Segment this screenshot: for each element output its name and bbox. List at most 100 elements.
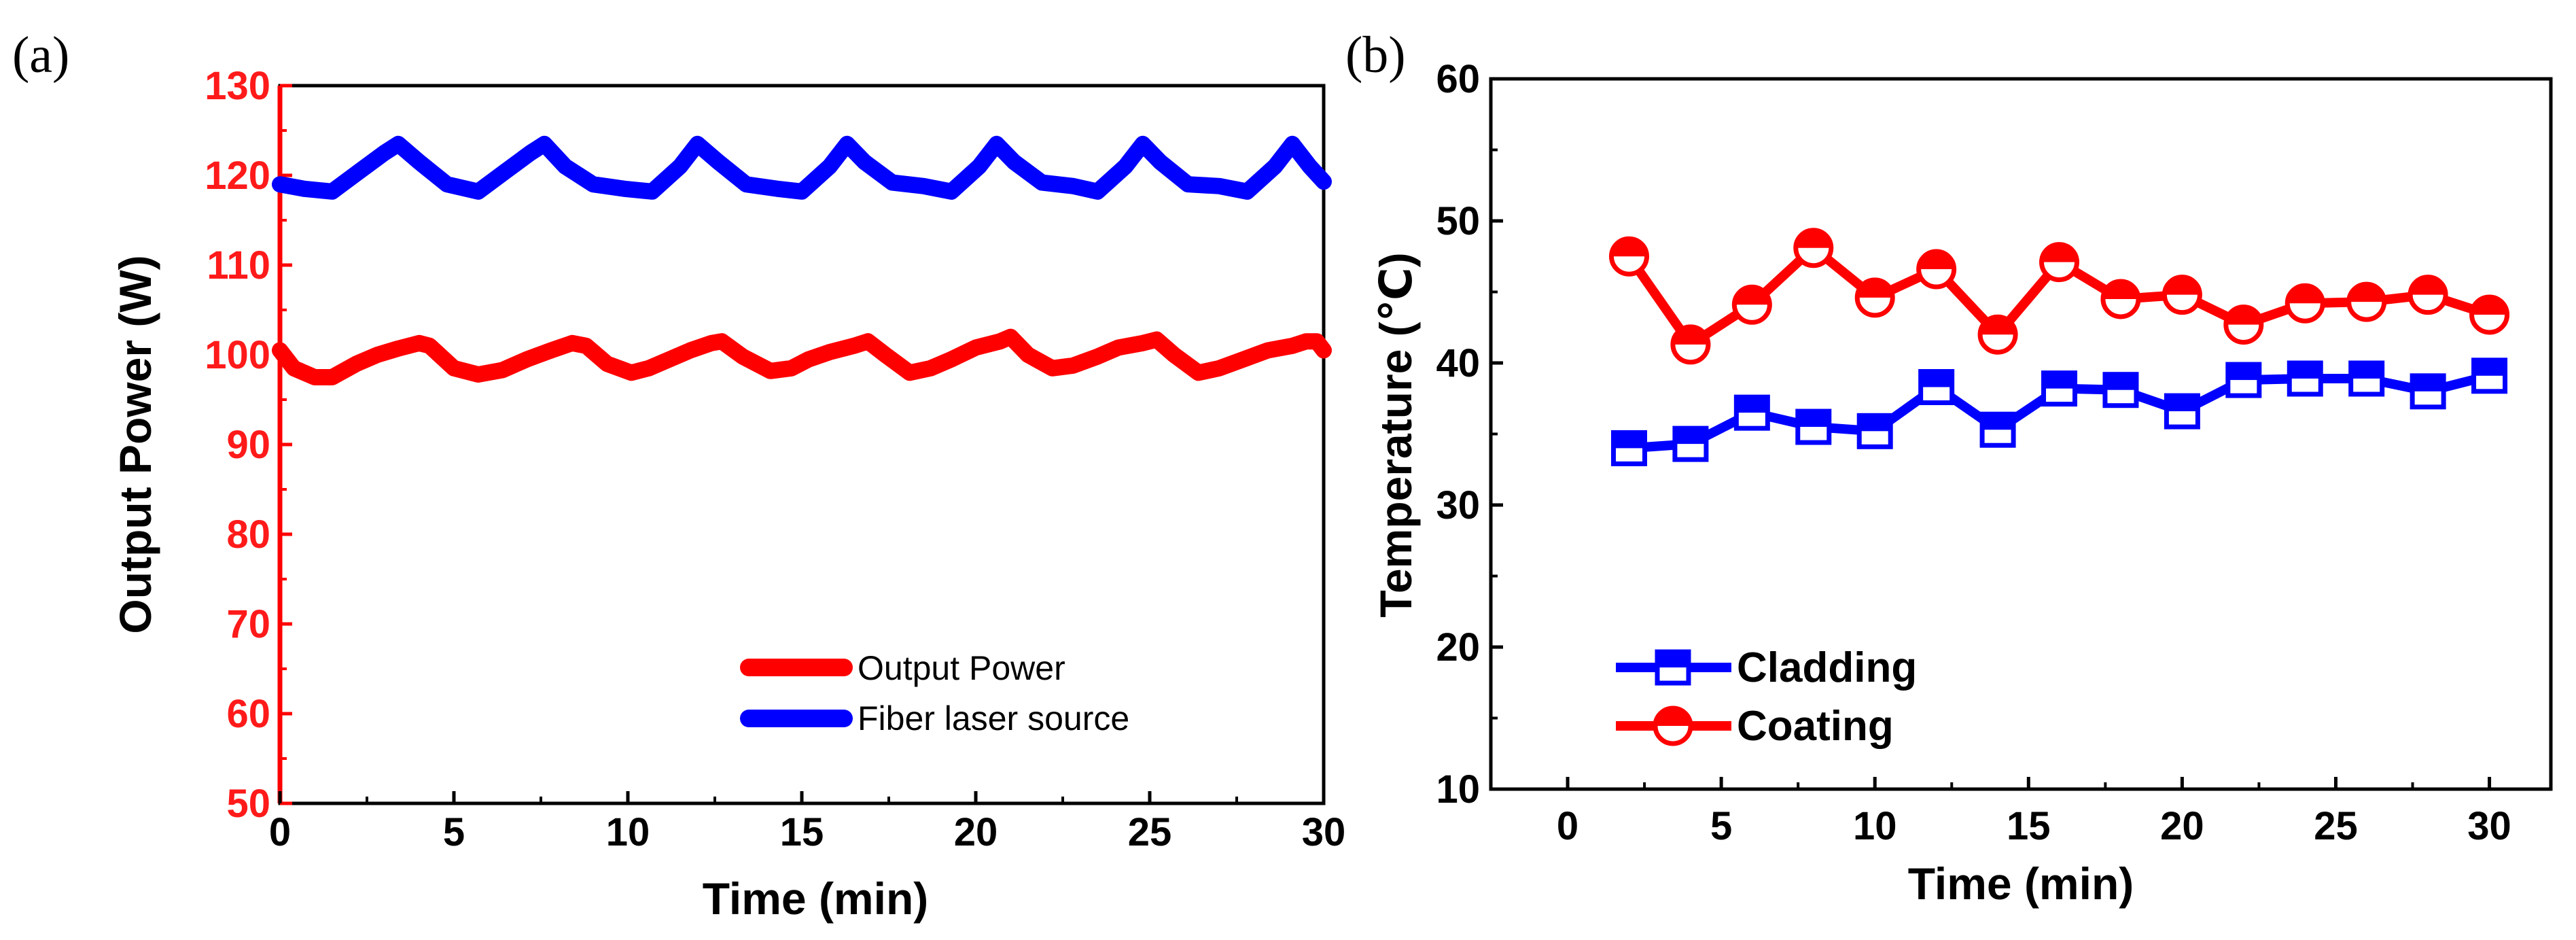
data-point-cladding bbox=[2102, 372, 2139, 408]
legend-marker-coating bbox=[1653, 706, 1693, 746]
data-point-cladding bbox=[1795, 408, 1832, 445]
data-point-coating bbox=[1608, 236, 1649, 277]
marker-half bbox=[1797, 411, 1829, 428]
y-tick-label: 60 bbox=[226, 692, 270, 736]
marker-half bbox=[1736, 397, 1768, 413]
data-point-coating bbox=[2346, 281, 2387, 322]
panel-a-legend: Output Power Fiber laser source bbox=[740, 649, 1129, 737]
legend-label-cladding: Cladding bbox=[1737, 644, 1917, 691]
y-tick-label: 10 bbox=[1436, 767, 1480, 812]
marker-outline bbox=[2100, 279, 2141, 319]
y-tick-label: 90 bbox=[226, 423, 270, 467]
marker-outline bbox=[2225, 362, 2262, 398]
marker-outline bbox=[2102, 372, 2139, 408]
data-point-cladding bbox=[2348, 360, 2385, 397]
x-tick-label: 20 bbox=[2160, 804, 2204, 848]
marker-outline bbox=[2287, 360, 2323, 397]
panel-a-x-axis-title: Time (min) bbox=[703, 873, 928, 924]
marker-half bbox=[2473, 360, 2505, 376]
marker-half bbox=[1613, 432, 1645, 449]
series-line-output-power bbox=[272, 328, 1332, 385]
marker-half bbox=[1982, 414, 2014, 430]
x-tick-label: 25 bbox=[1128, 810, 1172, 854]
x-tick-label: 10 bbox=[1853, 804, 1897, 848]
data-point-coating bbox=[2100, 279, 2141, 319]
data-point-cladding bbox=[2225, 362, 2262, 398]
data-point-cladding bbox=[1979, 411, 2016, 448]
marker-outline bbox=[2348, 360, 2385, 397]
marker-half bbox=[2412, 375, 2444, 391]
data-point-cladding bbox=[2041, 370, 2078, 407]
x-tick-label: 25 bbox=[2314, 804, 2358, 848]
x-tick-label: 15 bbox=[780, 810, 824, 854]
data-point-coating bbox=[2223, 304, 2264, 345]
y-tick-label: 70 bbox=[226, 602, 270, 646]
marker-outline bbox=[1608, 236, 1649, 277]
marker-outline bbox=[2284, 283, 2325, 324]
marker-outline bbox=[1672, 425, 1709, 462]
marker-half bbox=[2350, 362, 2382, 379]
panel-b-x-ticks: 0 5 10 15 20 25 30 bbox=[1557, 777, 2511, 848]
y-tick-label: 130 bbox=[205, 64, 270, 108]
marker-half bbox=[1657, 652, 1689, 667]
marker-outline bbox=[1731, 284, 1772, 325]
data-point-coating bbox=[1670, 324, 1711, 365]
marker-outline bbox=[1793, 228, 1834, 268]
legend-marker-cladding bbox=[1655, 649, 1691, 686]
legend-label-coating: Coating bbox=[1737, 703, 1894, 750]
data-point-cladding bbox=[2410, 373, 2446, 410]
marker-half bbox=[2166, 396, 2198, 412]
series-line-fiber-laser-source bbox=[272, 135, 1332, 200]
x-tick-label: 0 bbox=[1557, 804, 1578, 848]
data-point-coating bbox=[2039, 242, 2080, 283]
y-tick-label: 80 bbox=[226, 512, 270, 557]
y-tick-label: 30 bbox=[1436, 483, 1480, 527]
panel-a-label: (a) bbox=[12, 27, 69, 84]
y-tick-label: 110 bbox=[207, 243, 270, 288]
marker-half bbox=[2104, 374, 2136, 390]
data-point-coating bbox=[1731, 284, 1772, 325]
x-tick-label: 10 bbox=[606, 810, 650, 854]
marker-outline bbox=[1979, 411, 2016, 448]
x-tick-label: 20 bbox=[954, 810, 998, 854]
panel-b-y-ticks: 10 20 30 40 50 60 bbox=[1436, 57, 1503, 812]
y-tick-label: 50 bbox=[1436, 199, 1480, 243]
panel-b-label: (b) bbox=[1345, 27, 1406, 84]
marker-outline bbox=[2223, 304, 2264, 345]
marker-outline bbox=[2346, 281, 2387, 322]
y-tick-label: 20 bbox=[1436, 625, 1480, 669]
legend-label-fiber-laser-source: Fiber laser source bbox=[858, 699, 1129, 737]
panel-b-series bbox=[1608, 228, 2510, 466]
marker-outline bbox=[2469, 294, 2510, 335]
marker-outline bbox=[1916, 249, 1957, 290]
data-point-coating bbox=[1916, 249, 1957, 290]
y-tick-label: 50 bbox=[226, 782, 270, 826]
data-point-cladding bbox=[2471, 358, 2508, 394]
marker-outline bbox=[2162, 275, 2202, 315]
data-point-cladding bbox=[1733, 394, 1770, 431]
marker-half bbox=[2227, 364, 2259, 381]
legend-marker-shape bbox=[1653, 706, 1693, 746]
x-tick-label: 5 bbox=[1710, 804, 1732, 848]
x-tick-label: 5 bbox=[443, 810, 465, 854]
marker-outline bbox=[2471, 358, 2508, 394]
panel-b: (b) 10 20 30 40 50 60 0 5 10 15 20 25 30 Time (min)… bbox=[1345, 27, 2553, 909]
data-point-coating bbox=[2284, 283, 2325, 324]
data-point-coating bbox=[2407, 275, 2448, 315]
data-point-cladding bbox=[1856, 413, 1893, 449]
marker-outline bbox=[1856, 413, 1893, 449]
marker-outline bbox=[2041, 370, 2078, 407]
data-point-coating bbox=[2469, 294, 2510, 335]
data-point-coating bbox=[1977, 314, 2018, 355]
panel-b-frame bbox=[1489, 77, 2553, 791]
marker-outline bbox=[1610, 430, 1647, 466]
marker-outline bbox=[2410, 373, 2446, 410]
y-tick-label: 100 bbox=[205, 333, 270, 377]
marker-outline bbox=[2039, 242, 2080, 283]
marker-outline bbox=[1795, 408, 1832, 445]
data-point-coating bbox=[2162, 275, 2202, 315]
panel-a-x-ticks: 0 5 10 15 20 25 30 bbox=[269, 791, 1345, 854]
panel-b-legend: Cladding Coating bbox=[1616, 644, 1917, 750]
data-point-coating bbox=[1793, 228, 1834, 268]
